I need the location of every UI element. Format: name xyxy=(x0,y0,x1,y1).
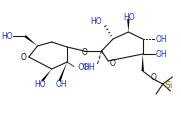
Polygon shape xyxy=(41,69,52,82)
Text: O: O xyxy=(109,58,115,67)
Text: OH: OH xyxy=(156,50,168,59)
Polygon shape xyxy=(142,55,144,71)
Text: HO: HO xyxy=(1,32,12,41)
Text: OH: OH xyxy=(56,80,67,89)
Text: HO: HO xyxy=(35,80,46,89)
Polygon shape xyxy=(58,62,67,82)
Text: O: O xyxy=(81,48,87,57)
Text: HO: HO xyxy=(90,17,102,26)
Text: O: O xyxy=(150,73,156,82)
Text: Si: Si xyxy=(165,81,173,90)
Polygon shape xyxy=(24,36,37,47)
Polygon shape xyxy=(127,20,130,33)
Text: OH: OH xyxy=(156,35,168,44)
Text: O: O xyxy=(21,53,27,62)
Text: ·OH: ·OH xyxy=(76,63,90,72)
Text: 'OH: 'OH xyxy=(81,63,95,72)
Text: HO: HO xyxy=(123,13,135,22)
